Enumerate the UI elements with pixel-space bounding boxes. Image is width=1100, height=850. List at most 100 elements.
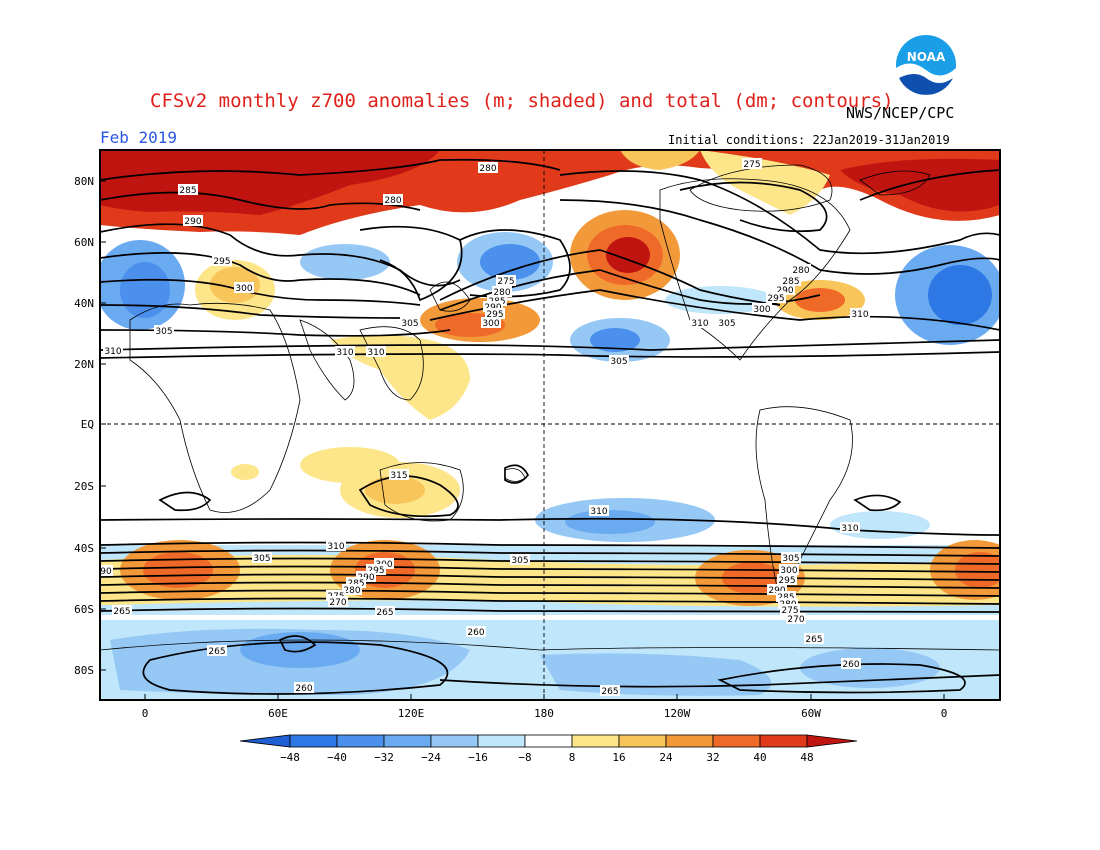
colorbar-segment [665,734,714,748]
colorbar-segment [383,734,432,748]
contour-label: 265 [113,607,130,617]
contour-label: 300 [482,319,499,329]
contour-label-bg [326,590,346,601]
contour-label: 310 [367,348,384,358]
lon-label: 120W [664,707,691,720]
contour-label: 90 [100,567,112,577]
contour-label-bg [717,317,737,328]
colorbar-left-arrow [239,734,291,748]
colorbar-label: 16 [612,751,625,764]
colorbar-label: −8 [518,751,531,764]
contour-label: 295 [213,257,230,267]
contour-label: 310 [327,542,344,552]
contour-label: 290 [184,217,201,227]
contour-label-bg [478,162,498,173]
contour-label-bg [481,317,501,328]
contour-label: 275 [781,606,798,616]
contour-label: 305 [782,554,799,564]
lat-label: 20N [74,358,94,371]
longitude-labels: 0 60E 120E 180 120W 60W 0 [142,694,948,720]
contour-label-bg [781,552,801,563]
lon-label: 0 [142,707,149,720]
colorbar-segment [712,734,761,748]
contour-label-bg [766,292,786,303]
contour-label: 305 [253,554,270,564]
contour-label: 310 [851,310,868,320]
contour-label: 280 [384,196,401,206]
contour-label: 290 [776,286,793,296]
colorbar-right-arrow [806,734,858,748]
contour-label-bg [183,215,203,226]
contour-label: 270 [787,615,804,625]
lon-label: 0 [941,707,948,720]
colorbar-segment [759,734,808,748]
colorbar-label: 40 [753,751,766,764]
colorbar-label: −40 [327,751,347,764]
contour-label-bg [346,577,366,588]
contour-label: 275 [497,277,514,287]
lat-label: 40N [74,297,94,310]
contour-label-bg [389,469,409,480]
contour-label: 295 [778,576,795,586]
reference-lines [100,150,1000,700]
plot-frame [99,149,1001,701]
contour-label: 305 [718,319,735,329]
contour-label: 280 [479,164,496,174]
contour-label-bg [103,345,123,356]
lat-label: 60N [74,236,94,249]
contour-label-bg [804,633,824,644]
lat-label: 60S [74,603,94,616]
contour-label-bg [791,264,811,275]
contour-label: 275 [743,160,760,170]
contour-label-bg [778,598,798,609]
contour-label-bg [589,505,609,516]
contour-label-bg [375,606,395,617]
contour-label-bg [786,613,806,624]
noaa-logo-text: NOAA [907,50,946,64]
contour-label-bg [609,355,629,366]
colorbar-segment [618,734,667,748]
contour-label-bg [777,574,797,585]
contour-label-bg [483,301,503,312]
contour-label: 310 [590,507,607,517]
contour-label: 285 [179,186,196,196]
contour-label: 265 [376,608,393,618]
contour-label: 270 [329,598,346,608]
contour-label: 305 [155,327,172,337]
noaa-logo-icon: NOAA [896,35,956,96]
contour-label: 300 [753,305,770,315]
colorbar-segment [430,734,479,748]
lon-label: 180 [534,707,554,720]
contour-label-bg [466,626,486,637]
contour-label: 280 [493,288,510,298]
contour-label: 295 [767,294,784,304]
colorbar-label: 32 [706,751,719,764]
contour-label-bg [335,346,355,357]
contour-label-bg [600,685,620,696]
contour-label: 260 [295,684,312,694]
lat-label: 80N [74,175,94,188]
contour-label-bg [496,275,516,286]
contour-label-bg [366,564,386,575]
colorbar-label: 24 [659,751,673,764]
contour-label-bg [742,158,762,169]
colorbar-segment [477,734,526,748]
lat-label: EQ [81,418,94,431]
contour-label-bg [356,571,376,582]
colorbar-segment [336,734,385,748]
contour-label: 310 [841,524,858,534]
lat-label: 80S [74,664,94,677]
contour-label-bg [780,604,800,615]
contour-label: 285 [782,277,799,287]
lat-label: 40S [74,542,94,555]
organization-label: NWS/NCEP/CPC [846,104,955,122]
contour-label: 260 [467,628,484,638]
contour-label-bg [400,317,420,328]
colorbar-label: −24 [421,751,441,764]
contour-label: 265 [601,687,618,697]
contour-label-bg [178,184,198,195]
contour-label-bg [781,275,801,286]
contour-label: 295 [486,310,503,320]
contour-label: 315 [390,471,407,481]
